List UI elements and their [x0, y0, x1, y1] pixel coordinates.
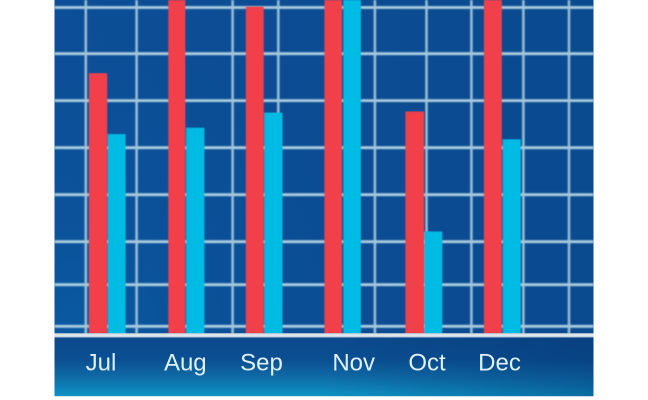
svg-text:Dec: Dec	[478, 350, 521, 377]
svg-text:Oct: Oct	[408, 350, 446, 377]
svg-text:Sep: Sep	[240, 350, 283, 377]
svg-text:Aug: Aug	[164, 350, 207, 377]
svg-text:Nov: Nov	[332, 350, 375, 377]
svg-text:Jul: Jul	[86, 350, 117, 377]
